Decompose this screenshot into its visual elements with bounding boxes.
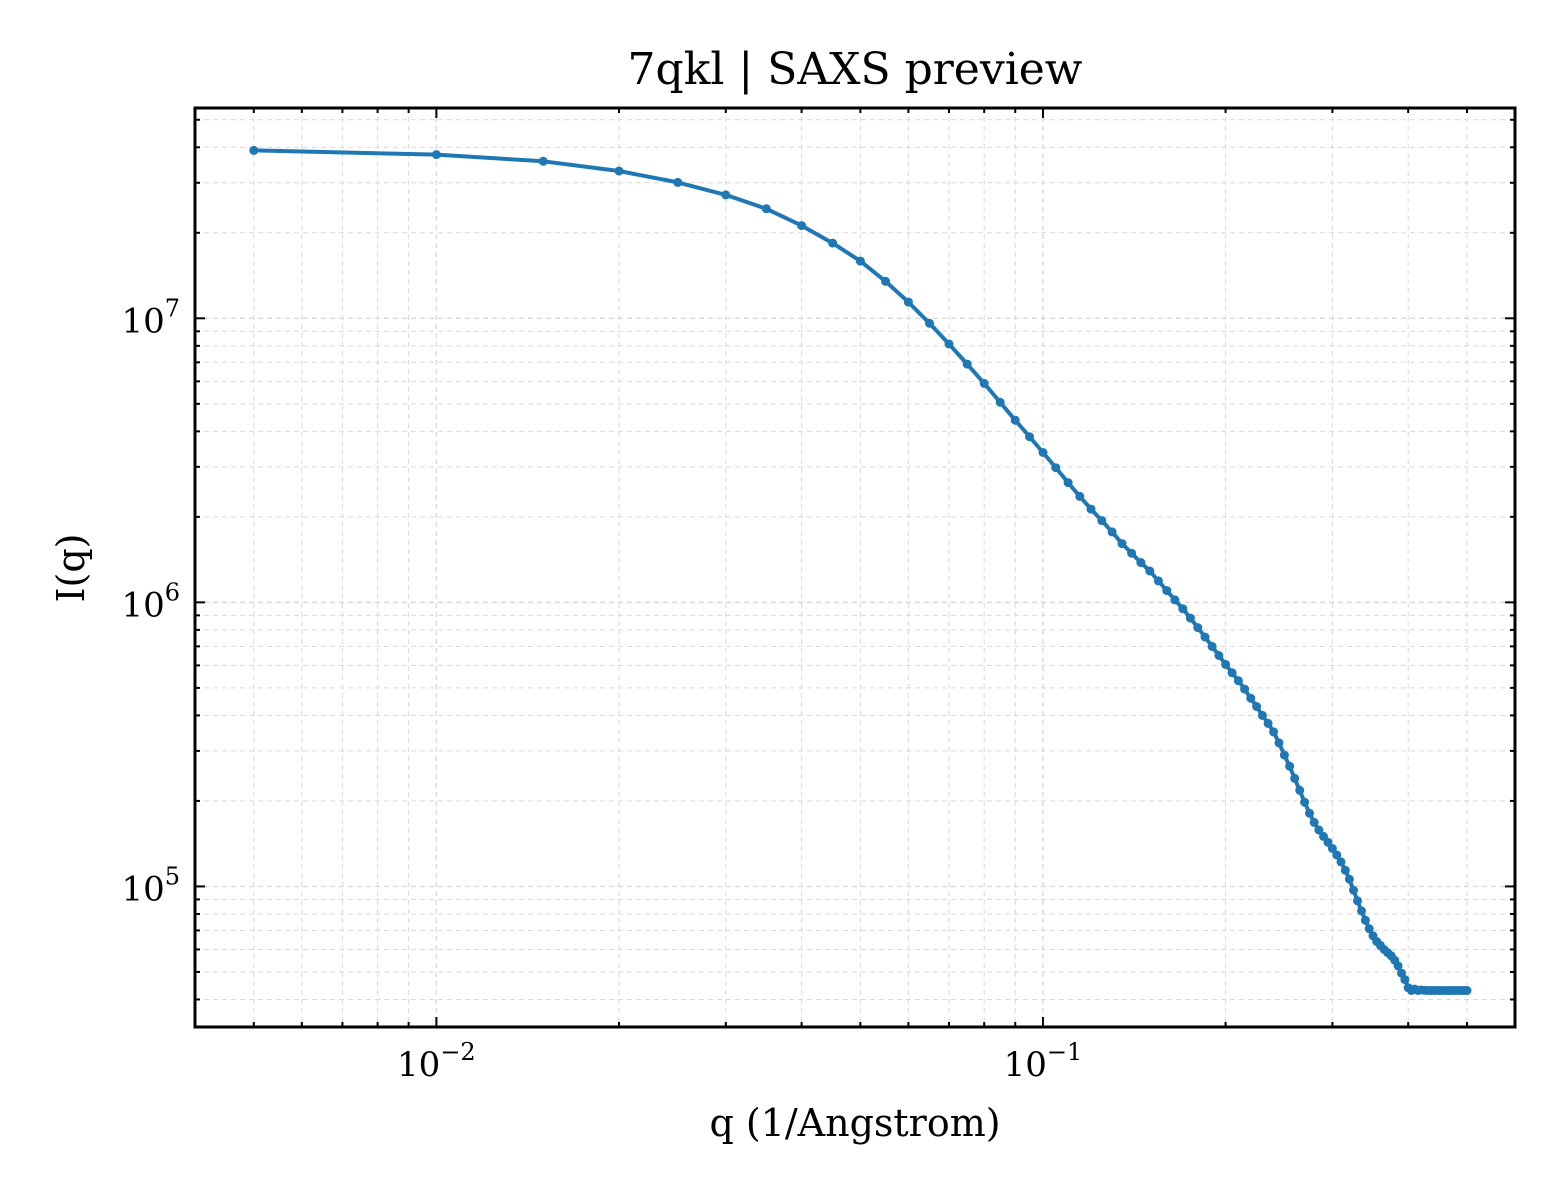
ticks-layer <box>194 108 1515 1027</box>
y-tick-label: 107 <box>121 294 180 341</box>
data-point <box>944 339 954 349</box>
tick-labels: 10−2 10−1 105 106 107 <box>121 294 1082 1085</box>
y-tick-label: 105 <box>121 862 180 909</box>
data-point <box>1185 613 1195 623</box>
data-point <box>1274 738 1284 748</box>
data-point <box>1309 817 1319 827</box>
data-point <box>828 238 838 248</box>
data-point <box>1462 986 1472 995</box>
data-point <box>1136 558 1146 568</box>
data-point <box>1075 491 1085 501</box>
data-point <box>797 221 807 231</box>
data-point <box>1170 595 1180 605</box>
data-point <box>1227 668 1237 678</box>
series-layer <box>249 145 1472 995</box>
data-point <box>881 276 890 286</box>
data-point <box>1300 797 1310 807</box>
data-point <box>979 378 989 388</box>
data-point <box>1305 808 1314 818</box>
data-point <box>1327 844 1337 853</box>
data-point <box>1038 448 1048 457</box>
plot-frame <box>193 106 1517 1029</box>
data-point <box>1349 885 1358 895</box>
data-point <box>1145 566 1155 576</box>
data-point <box>1279 750 1289 760</box>
chart-title: 7qkl | SAXS preview <box>628 44 1083 95</box>
data-point <box>1257 710 1267 720</box>
data-point <box>431 150 441 160</box>
data-point <box>1344 874 1354 884</box>
data-point <box>1051 463 1061 473</box>
x-tick-label: 10−2 <box>397 1038 476 1085</box>
data-point <box>1178 604 1188 614</box>
data-point <box>1117 539 1127 549</box>
data-point <box>1063 478 1073 488</box>
data-point <box>1360 915 1370 925</box>
data-point <box>673 177 683 187</box>
data-point <box>1086 504 1096 514</box>
data-point <box>1285 761 1295 771</box>
data-point <box>1295 785 1305 795</box>
data-point <box>1107 527 1117 537</box>
data-point <box>1290 773 1300 783</box>
data-point <box>1353 896 1362 906</box>
data-point <box>1246 693 1256 703</box>
data-point <box>925 318 934 328</box>
y-tick-label: 106 <box>121 578 180 625</box>
data-point <box>1221 659 1231 669</box>
data-point <box>1314 825 1324 835</box>
data-point <box>1097 516 1107 526</box>
grid-major <box>195 108 1515 1027</box>
data-point <box>1364 924 1374 934</box>
data-point <box>1357 906 1366 916</box>
data-point <box>761 204 771 214</box>
data-point <box>1393 961 1403 971</box>
data-point <box>614 166 624 176</box>
data-point <box>962 359 972 369</box>
data-point <box>1025 432 1034 442</box>
data-point <box>1340 865 1350 875</box>
data-point <box>1127 548 1137 558</box>
data-point <box>249 145 259 155</box>
y-axis-label: I(q) <box>49 534 93 603</box>
data-point <box>1263 718 1273 728</box>
data-point <box>1207 641 1217 651</box>
data-point <box>1233 676 1243 686</box>
data-point <box>1400 975 1410 985</box>
data-point <box>903 297 913 307</box>
data-point <box>855 256 865 266</box>
data-point <box>1214 651 1224 660</box>
data-point <box>721 190 731 200</box>
x-tick-label: 10−1 <box>1004 1038 1083 1085</box>
data-point <box>1336 857 1346 867</box>
data-point <box>1200 632 1210 642</box>
data-point <box>995 397 1005 407</box>
data-point <box>1162 586 1172 596</box>
data-point <box>1010 415 1020 425</box>
data-point <box>1252 702 1262 711</box>
x-axis-label: q (1/Angstrom) <box>709 1101 1000 1145</box>
data-point <box>1193 623 1203 633</box>
data-point <box>1269 727 1279 737</box>
data-point <box>538 156 548 166</box>
data-point <box>1240 684 1250 694</box>
data-point <box>1332 850 1342 860</box>
data-point <box>1153 576 1163 586</box>
grid-minor <box>194 108 1515 1027</box>
